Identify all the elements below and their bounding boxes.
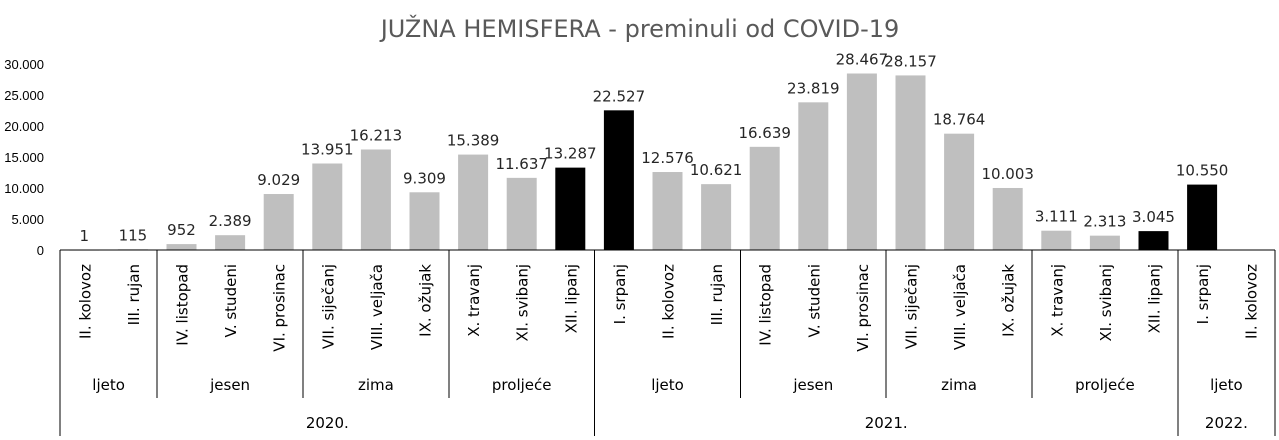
y-tick-label: 25.000 — [4, 88, 44, 103]
chart-title: JUŽNA HEMISFERA - preminuli od COVID-19 — [379, 14, 900, 43]
data-label: 1 — [80, 227, 90, 245]
bar — [263, 194, 294, 250]
bar — [215, 235, 246, 250]
category-label: III. rujan — [125, 264, 143, 325]
category-label: XI. svibanj — [514, 264, 532, 341]
season-label: ljeto — [1210, 376, 1243, 394]
year-label: 2021. — [865, 414, 908, 432]
x-axis: II. kolovoz III. rujan IV. listopad V. stud… — [59, 249, 1276, 436]
bar — [409, 192, 440, 250]
data-label: 13.951 — [301, 141, 354, 159]
season-label: zima — [358, 376, 394, 394]
bar — [458, 154, 489, 250]
bar — [1138, 231, 1169, 250]
category-label: V. studeni — [222, 264, 240, 338]
bar — [506, 177, 537, 250]
season-label: ljeto — [92, 376, 125, 394]
year-label: 2022. — [1205, 414, 1248, 432]
data-label: 3.045 — [1132, 208, 1175, 226]
y-tick-label: 30.000 — [4, 57, 44, 72]
data-label: 3.111 — [1035, 208, 1078, 226]
category-label: VI. prosinac — [271, 264, 289, 352]
data-label: 11.637 — [495, 155, 548, 173]
data-label: 16.213 — [350, 126, 403, 144]
category-label: VIII. veljača — [951, 264, 969, 350]
category-label: IV. listopad — [174, 264, 192, 346]
data-label: 10.550 — [1176, 162, 1229, 180]
bar — [749, 146, 780, 250]
data-label: 13.287 — [544, 145, 597, 163]
bar — [992, 187, 1023, 250]
y-tick-label: 10.000 — [4, 181, 44, 196]
bar — [312, 163, 343, 250]
bar — [846, 73, 877, 250]
data-label: 28.467 — [836, 51, 889, 69]
bar — [360, 149, 391, 250]
data-label: 952 — [167, 221, 196, 239]
data-label: 18.764 — [933, 111, 986, 129]
data-label: 2.313 — [1083, 213, 1126, 231]
bar — [944, 133, 975, 250]
y-tick-label: 5.000 — [11, 212, 44, 227]
category-label: IX. ožujak — [417, 264, 435, 337]
year-label: 2020. — [306, 414, 349, 432]
data-label: 23.819 — [787, 79, 840, 97]
data-label: 28.157 — [884, 52, 937, 70]
category-label: III. rujan — [708, 264, 726, 325]
category-label: VII. siječanj — [319, 264, 337, 349]
y-axis: 0 5.000 10.000 15.000 20.000 25.000 30.000 — [4, 57, 44, 258]
data-label: 22.527 — [593, 87, 646, 105]
category-label: X. travanj — [1048, 264, 1066, 337]
category-label: II. kolovoz — [1243, 264, 1261, 339]
bar — [1089, 235, 1120, 250]
data-label: 10.003 — [981, 165, 1034, 183]
bar — [166, 244, 197, 250]
category-label: I. srpanj — [1194, 264, 1212, 324]
season-label: jesen — [209, 376, 250, 394]
data-label: 15.389 — [447, 132, 500, 150]
category-label: IX. ožujak — [1000, 264, 1018, 337]
bar — [1187, 184, 1218, 250]
category-label: IV. listopad — [757, 264, 775, 346]
category-label: XII. lipanj — [562, 264, 580, 333]
data-label: 16.639 — [738, 124, 791, 142]
season-label: proljeće — [492, 376, 552, 394]
category-label: VIII. veljača — [368, 264, 386, 350]
y-tick-label: 20.000 — [4, 119, 44, 134]
season-label: zima — [941, 376, 977, 394]
category-label: II. kolovoz — [660, 264, 678, 339]
category-label: XI. svibanj — [1097, 264, 1115, 341]
data-label: 10.621 — [690, 161, 743, 179]
category-label: X. travanj — [465, 264, 483, 337]
bar — [798, 102, 829, 250]
category-label: I. srpanj — [611, 264, 629, 324]
bars — [69, 73, 1218, 251]
data-label: 2.389 — [209, 212, 252, 230]
category-label: VII. siječanj — [903, 264, 921, 349]
data-label: 9.309 — [403, 169, 446, 187]
bar — [555, 167, 586, 250]
bar — [603, 110, 634, 250]
category-label: VI. prosinac — [854, 264, 872, 352]
data-label: 115 — [119, 226, 148, 244]
data-label: 12.576 — [641, 149, 694, 167]
category-label: V. studeni — [805, 264, 823, 338]
y-tick-label: 15.000 — [4, 150, 44, 165]
y-tick-label: 0 — [37, 243, 44, 258]
season-label: ljeto — [651, 376, 684, 394]
season-label: jesen — [792, 376, 833, 394]
bar — [1041, 230, 1072, 250]
season-label: proljeće — [1075, 376, 1135, 394]
category-label: XII. lipanj — [1146, 264, 1164, 333]
bar — [895, 75, 926, 250]
bar — [652, 172, 683, 250]
category-label: II. kolovoz — [76, 264, 94, 339]
data-label: 9.029 — [257, 171, 300, 189]
bar — [701, 184, 732, 250]
